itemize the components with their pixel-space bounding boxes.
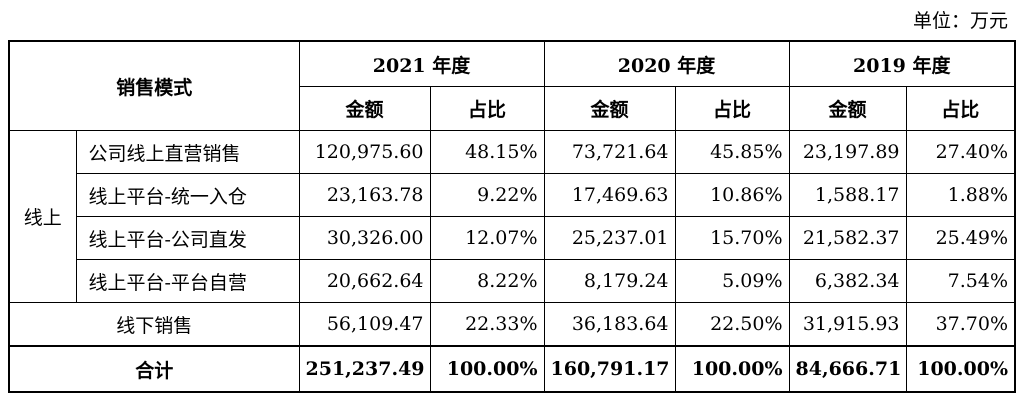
row-label: 线上平台-公司直发 [75, 216, 300, 260]
cell-value: 73,721.64 [543, 130, 676, 174]
header-sales-mode: 销售模式 [8, 40, 300, 131]
cell-value: 31,915.93 [788, 302, 907, 347]
cell-value: 251,237.49 [298, 345, 431, 393]
row-label: 线上平台-平台自营 [75, 259, 300, 303]
cell-value: 25.49% [905, 216, 1016, 260]
cell-value: 1,588.17 [788, 173, 907, 217]
cell-value: 21,582.37 [788, 216, 907, 260]
table-row: 线上平台-统一入仓 23,163.78 9.22% 17,469.63 10.8… [9, 173, 1016, 217]
table-row: 线上 公司线上直营销售 120,975.60 48.15% 73,721.64 … [8, 130, 1016, 303]
online-group-label: 线上 [8, 130, 77, 303]
cell-value: 8.22% [429, 259, 545, 303]
cell-value: 100.00% [674, 345, 790, 393]
cell-value: 84,666.71 [788, 345, 907, 393]
cell-value: 23,163.78 [298, 173, 431, 217]
cell-value: 1.88% [905, 173, 1016, 217]
cell-value: 100.00% [905, 345, 1016, 393]
cell-value: 7.54% [905, 259, 1016, 303]
header-ratio: 占比 [429, 86, 545, 131]
table-row: 线上平台-平台自营 20,662.64 8.22% 8,179.24 5.09%… [9, 259, 1016, 303]
cell-value: 5.09% [674, 259, 790, 303]
cell-value: 10.86% [674, 173, 790, 217]
row-label: 公司线上直营销售 [75, 130, 300, 174]
cell-value: 9.22% [429, 173, 545, 217]
header-year-2019: 2019 年度 [788, 40, 1016, 87]
header-row-metrics: 金额 占比 金额 占比 金额 占比 [9, 86, 1016, 131]
table-row-offline: 线下销售 56,109.47 22.33% 36,183.64 22.50% 3… [8, 302, 1016, 347]
header-amount: 金额 [298, 86, 431, 131]
cell-value: 12.07% [429, 216, 545, 260]
cell-value: 20,662.64 [298, 259, 431, 303]
cell-value: 30,326.00 [298, 216, 431, 260]
cell-value: 22.33% [429, 302, 545, 347]
cell-value: 6,382.34 [788, 259, 907, 303]
cell-value: 17,469.63 [543, 173, 676, 217]
cell-value: 36,183.64 [543, 302, 676, 347]
cell-value: 120,975.60 [298, 130, 431, 174]
table-row: 线上平台-公司直发 30,326.00 12.07% 25,237.01 15.… [9, 216, 1016, 260]
header-amount: 金额 [543, 86, 676, 131]
cell-value: 8,179.24 [543, 259, 676, 303]
header-row-years: 销售模式 2021 年度 2020 年度 2019 年度 [8, 40, 1016, 131]
cell-value: 160,791.17 [543, 345, 676, 393]
offline-label: 线下销售 [8, 302, 300, 347]
total-label: 合计 [8, 345, 300, 393]
sales-mode-table: 销售模式 2021 年度 2020 年度 2019 年度 金额 占比 金额 占比… [8, 40, 1017, 393]
cell-value: 25,237.01 [543, 216, 676, 260]
cell-value: 48.15% [429, 130, 545, 174]
cell-value: 56,109.47 [298, 302, 431, 347]
header-year-2021: 2021 年度 [298, 40, 545, 87]
table-row-total: 合计 251,237.49 100.00% 160,791.17 100.00%… [8, 345, 1016, 393]
cell-value: 22.50% [674, 302, 790, 347]
header-ratio: 占比 [674, 86, 790, 131]
cell-value: 45.85% [674, 130, 790, 174]
header-ratio: 占比 [905, 86, 1016, 131]
unit-label: 单位：万元 [912, 10, 1008, 32]
cell-value: 23,197.89 [788, 130, 907, 174]
cell-value: 100.00% [429, 345, 545, 393]
cell-value: 27.40% [905, 130, 1016, 174]
header-amount: 金额 [788, 86, 907, 131]
cell-value: 37.70% [905, 302, 1016, 347]
row-label: 线上平台-统一入仓 [75, 173, 300, 217]
cell-value: 15.70% [674, 216, 790, 260]
header-year-2020: 2020 年度 [543, 40, 790, 87]
